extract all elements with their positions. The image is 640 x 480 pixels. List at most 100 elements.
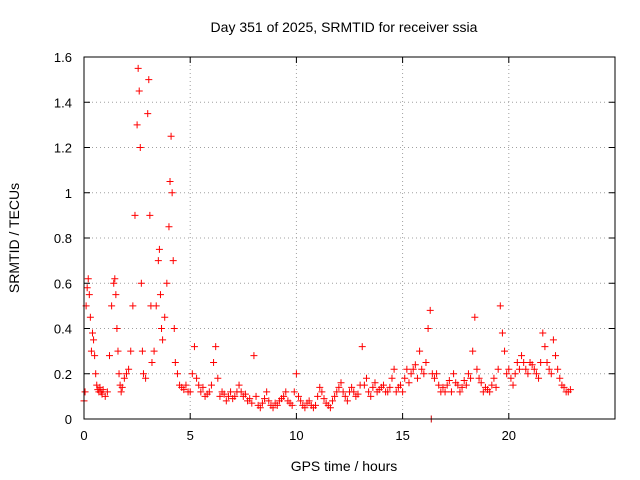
data-point [518, 352, 526, 360]
data-point [258, 399, 266, 407]
data-point [86, 313, 94, 321]
data-point [505, 365, 513, 373]
data-point [537, 358, 545, 366]
data-point [292, 370, 300, 378]
data-point [265, 397, 273, 405]
data-point [92, 370, 100, 378]
data-point [354, 390, 362, 398]
data-point [435, 381, 443, 389]
data-point [488, 381, 496, 389]
y-tick-label: 0.2 [54, 367, 72, 382]
y-axis-label: SRMTID / TECUs [6, 183, 22, 293]
data-point [110, 279, 118, 287]
data-point [252, 392, 260, 400]
y-tick-label: 0.8 [54, 231, 72, 246]
data-point [163, 279, 171, 287]
data-point [145, 76, 153, 84]
data-point [290, 388, 298, 396]
data-point [331, 392, 339, 400]
data-point [220, 390, 228, 398]
data-point [401, 374, 409, 382]
data-point [282, 388, 290, 396]
data-point [475, 374, 483, 382]
data-point [407, 370, 415, 378]
data-point [197, 388, 205, 396]
data-point [399, 388, 407, 396]
data-point [335, 383, 343, 391]
data-point [115, 370, 123, 378]
data-point [358, 343, 366, 351]
data-point [439, 383, 447, 391]
data-point [112, 291, 120, 299]
data-point [108, 302, 116, 310]
data-point [212, 343, 220, 351]
y-tick-label: 0.6 [54, 276, 72, 291]
data-point [556, 374, 564, 382]
data-point [539, 329, 547, 337]
data-point [155, 245, 163, 253]
data-point [168, 189, 176, 197]
chart-title: Day 351 of 2025, SRMTID for receiver ssi… [211, 19, 478, 35]
y-tick-label: 1.6 [54, 50, 72, 65]
data-point [549, 336, 557, 344]
data-point [85, 291, 93, 299]
data-point [411, 361, 419, 369]
data-point [341, 392, 349, 400]
data-point [473, 365, 481, 373]
data-point [360, 381, 368, 389]
data-point [388, 374, 396, 382]
data-point [180, 386, 188, 394]
data-point [216, 392, 224, 400]
data-point [339, 388, 347, 396]
data-point [350, 388, 358, 396]
data-point [261, 395, 269, 403]
data-point [379, 381, 387, 389]
data-point [193, 374, 201, 382]
data-point [312, 401, 320, 409]
data-point [182, 381, 190, 389]
data-point [237, 388, 245, 396]
data-point [545, 365, 553, 373]
data-point [136, 144, 144, 151]
data-point [134, 64, 142, 72]
data-point [166, 177, 174, 185]
data-point [433, 370, 441, 378]
data-point [416, 347, 424, 355]
data-point [156, 291, 164, 299]
x-tick-labels: 0 5 10 15 20 [80, 428, 516, 443]
data-point [337, 379, 345, 387]
data-point [450, 370, 458, 378]
data-point [131, 211, 139, 219]
data-point [560, 383, 568, 391]
data-point [111, 275, 119, 283]
data-point [150, 347, 158, 355]
x-tick-label: 0 [80, 428, 87, 443]
data-point [103, 388, 111, 396]
data-point [314, 392, 322, 400]
data-points [80, 64, 574, 423]
data-point [503, 370, 511, 378]
data-point [467, 374, 475, 382]
data-point [280, 392, 288, 400]
data-point [171, 358, 179, 366]
x-tick-label: 20 [502, 428, 516, 443]
data-point [205, 388, 213, 396]
data-point [430, 374, 438, 382]
data-point [413, 374, 421, 382]
data-point [146, 211, 154, 219]
data-point [83, 284, 91, 292]
data-point [256, 404, 264, 412]
data-point [403, 365, 411, 373]
data-point [326, 404, 334, 412]
data-point [532, 370, 540, 378]
data-point [471, 313, 479, 321]
data-point [490, 374, 498, 382]
data-point [318, 388, 326, 396]
data-point [159, 336, 167, 344]
data-point [263, 388, 271, 396]
data-point [246, 395, 254, 403]
data-point [188, 370, 196, 378]
data-point [329, 397, 337, 405]
data-point [535, 374, 543, 382]
data-point [224, 392, 232, 400]
